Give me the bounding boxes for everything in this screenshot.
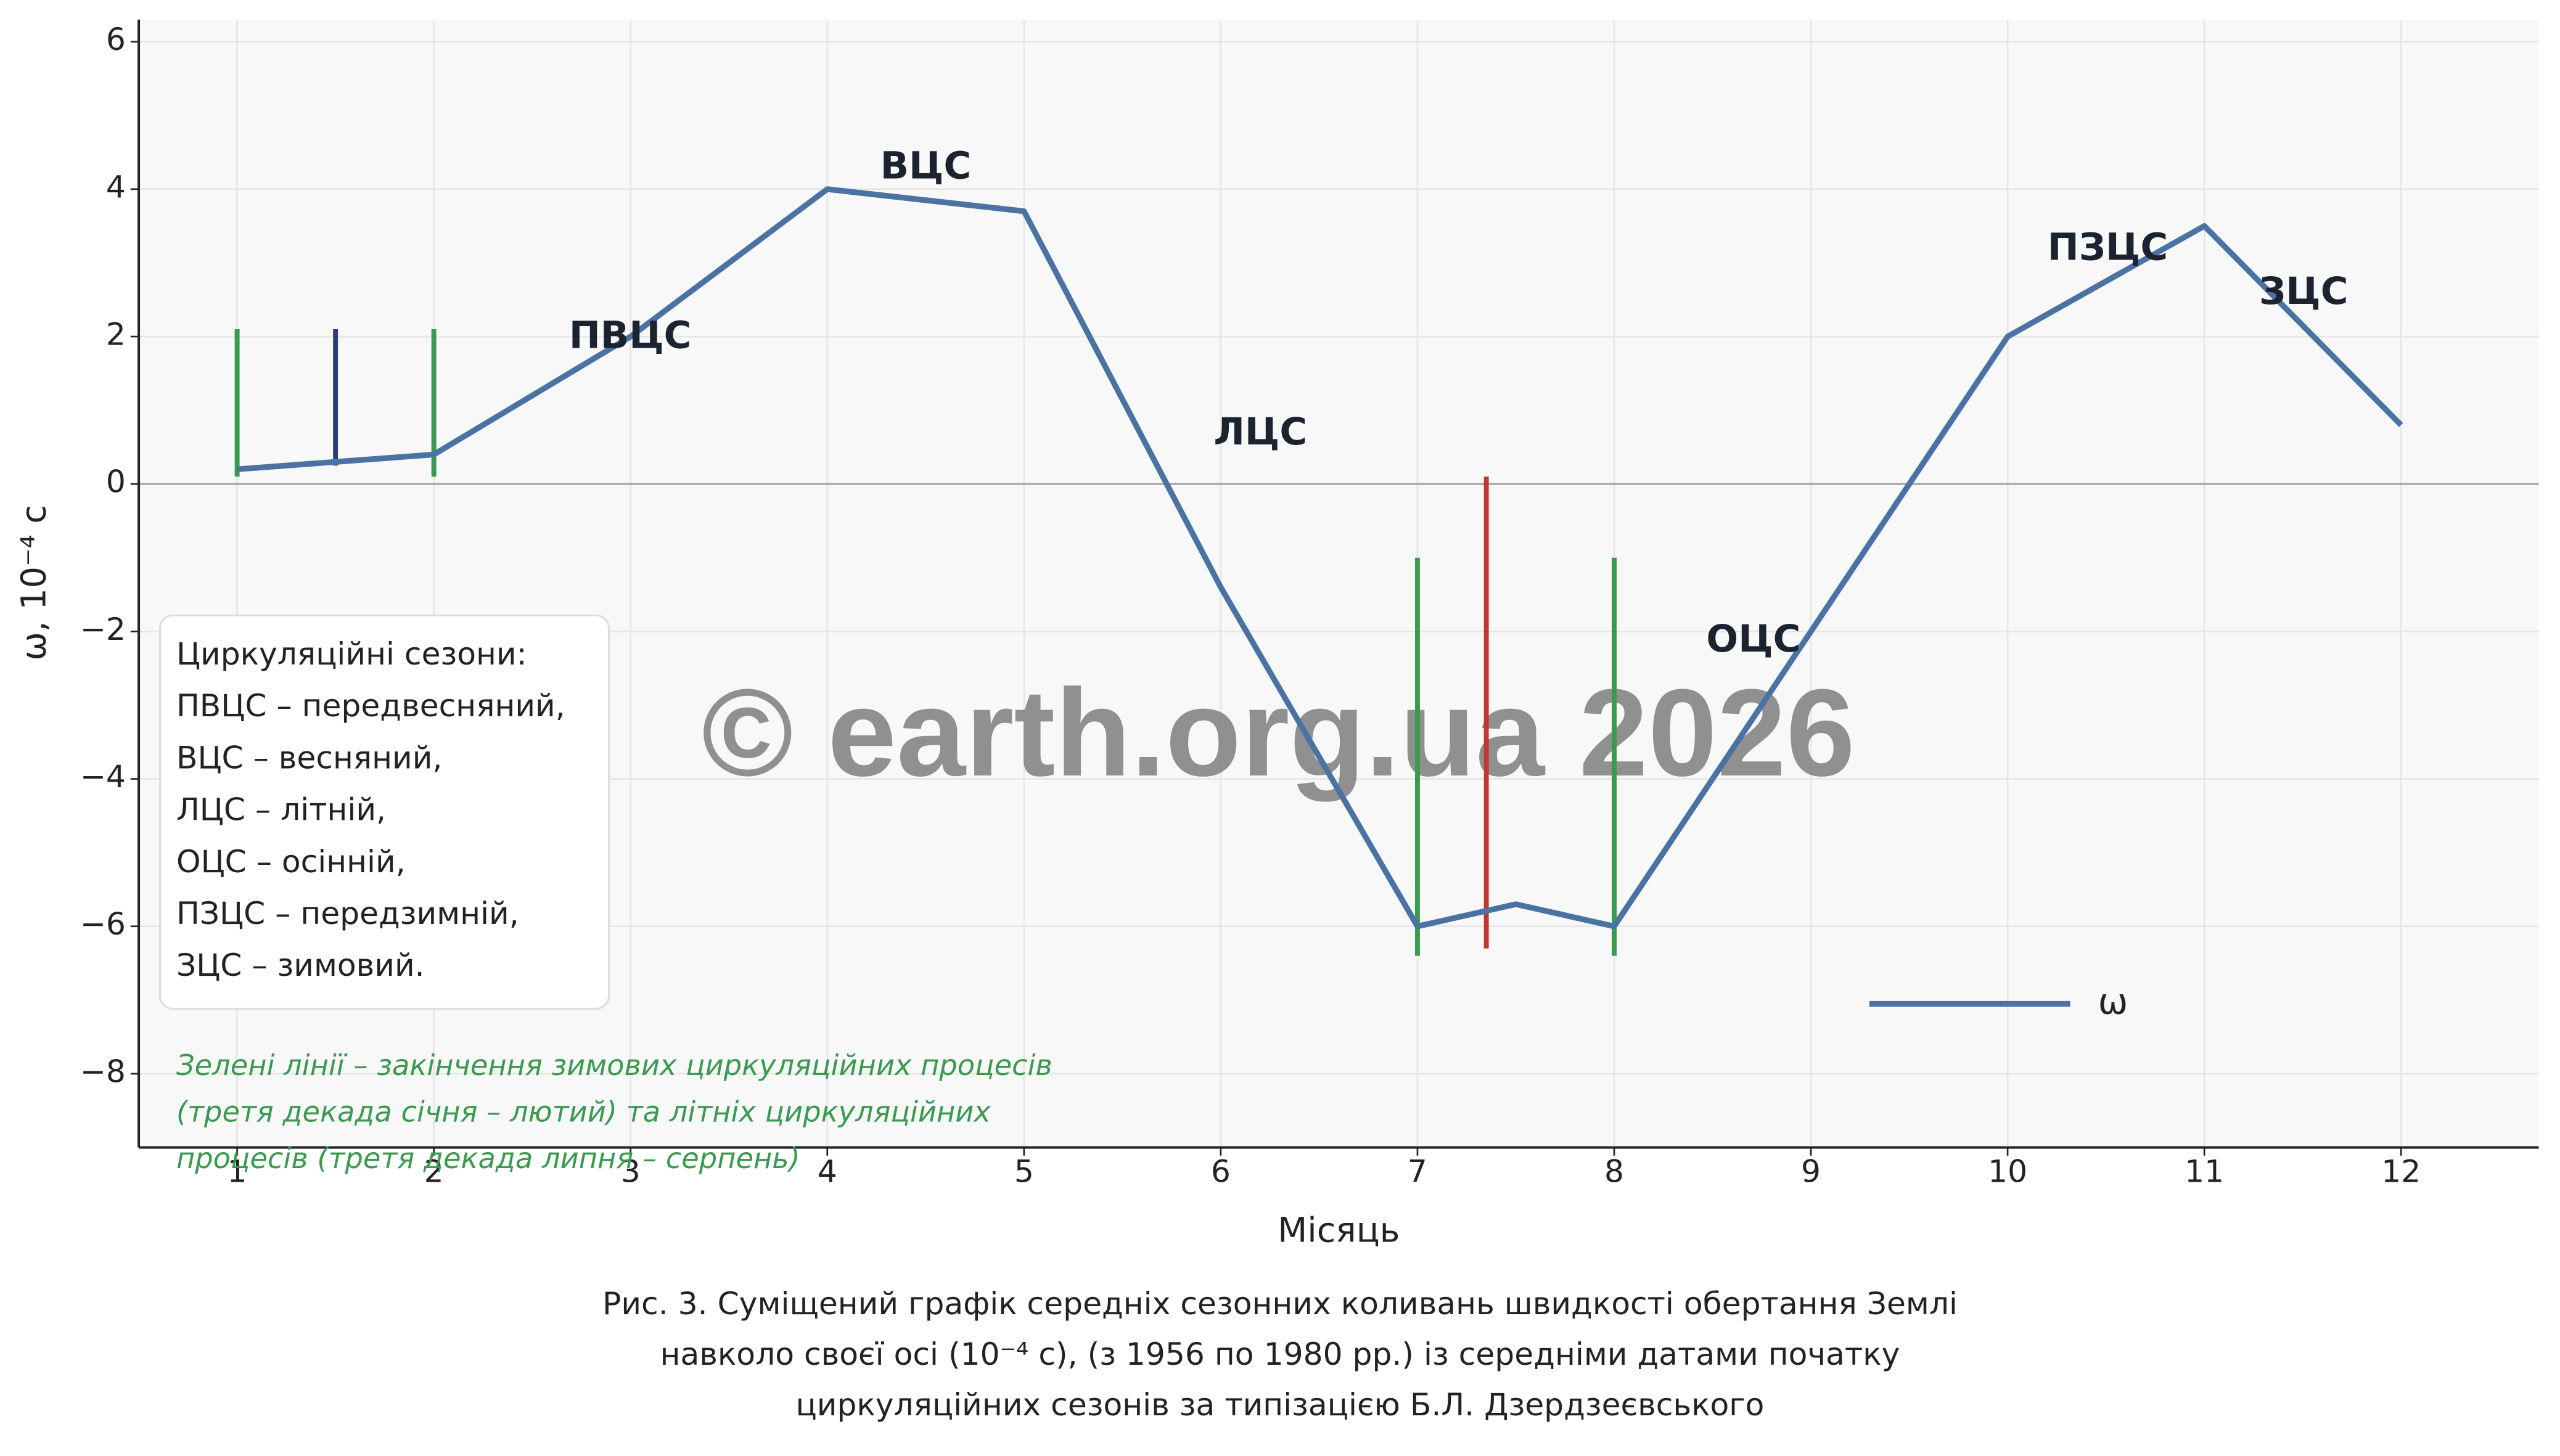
y-tick-label: −8 [80, 1053, 126, 1089]
legend-box-text: ПЗЦС – передзимній, [176, 895, 519, 931]
x-tick-label: 7 [1408, 1153, 1427, 1189]
legend-box-text: Циркуляційні сезони: [176, 636, 527, 672]
x-tick-label: 5 [1014, 1153, 1034, 1189]
x-tick-label: 2 [424, 1153, 444, 1189]
season-label: ОЦС [1706, 617, 1800, 661]
season-label: ЛЦС [1213, 410, 1307, 454]
x-tick-label: 3 [621, 1153, 641, 1189]
x-tick-label: 9 [1801, 1153, 1821, 1189]
y-tick-label: 2 [106, 316, 126, 353]
y-tick-label: 4 [106, 168, 126, 205]
legend-box-text: ОЦС – осінній, [176, 843, 406, 880]
legend-box-text: ЗЦС – зимовий. [176, 947, 425, 983]
x-tick-label: 4 [818, 1153, 837, 1189]
x-axis-label: Місяць [1278, 1210, 1400, 1250]
season-label: ПЗЦС [2048, 226, 2168, 269]
legend-box-text: ЛЦС – літній, [176, 791, 386, 828]
y-tick-label: −2 [80, 611, 126, 647]
x-tick-label: 6 [1211, 1153, 1231, 1189]
caption: навколо своєї осі (10⁻⁴ с), (з 1956 по 1… [660, 1336, 1900, 1372]
x-tick-label: 11 [2185, 1153, 2224, 1189]
note-text: процесів (третя декада липня – серпень) [176, 1142, 800, 1175]
x-tick-label: 10 [1988, 1153, 2027, 1189]
y-tick-label: −4 [80, 758, 126, 795]
note-text: Зелені лінії – закінчення зимових циркул… [176, 1049, 1052, 1082]
legend-box [158, 614, 610, 1010]
season-label: ВЦС [880, 144, 972, 187]
y-tick-label: −6 [80, 906, 126, 942]
note-text: (третя декада січня – лютий) та літніх ц… [176, 1095, 991, 1129]
x-tick-label: 1 [228, 1153, 247, 1189]
caption: циркуляційних сезонів за типізацією Б.Л.… [796, 1386, 1765, 1423]
season-label: ЗЦС [2259, 269, 2348, 313]
data-line [237, 186, 2403, 930]
legend-label: ω [2098, 981, 2128, 1023]
caption: Рис. 3. Суміщений графік середніх сезонн… [602, 1285, 1958, 1322]
x-tick-label: 8 [1604, 1153, 1624, 1189]
x-tick-label: 12 [2381, 1153, 2421, 1189]
legend-box-text: ПВЦС – передвесняний, [176, 687, 565, 724]
season-label: ПВЦС [569, 314, 692, 358]
y-axis-label: ω, 10⁻⁴ с [14, 505, 54, 661]
y-tick-label: 0 [106, 464, 126, 500]
legend-box-text: ВЦС – весняний, [176, 739, 442, 775]
y-tick-label: 6 [106, 21, 126, 57]
